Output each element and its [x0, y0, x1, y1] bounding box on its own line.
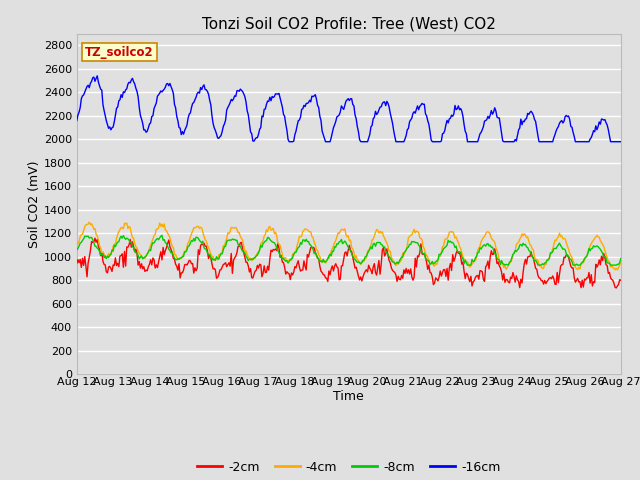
Title: Tonzi Soil CO2 Profile: Tree (West) CO2: Tonzi Soil CO2 Profile: Tree (West) CO2 [202, 16, 496, 31]
Y-axis label: Soil CO2 (mV): Soil CO2 (mV) [28, 160, 41, 248]
X-axis label: Time: Time [333, 390, 364, 403]
Text: TZ_soilco2: TZ_soilco2 [85, 46, 154, 59]
Legend: -2cm, -4cm, -8cm, -16cm: -2cm, -4cm, -8cm, -16cm [192, 456, 506, 479]
